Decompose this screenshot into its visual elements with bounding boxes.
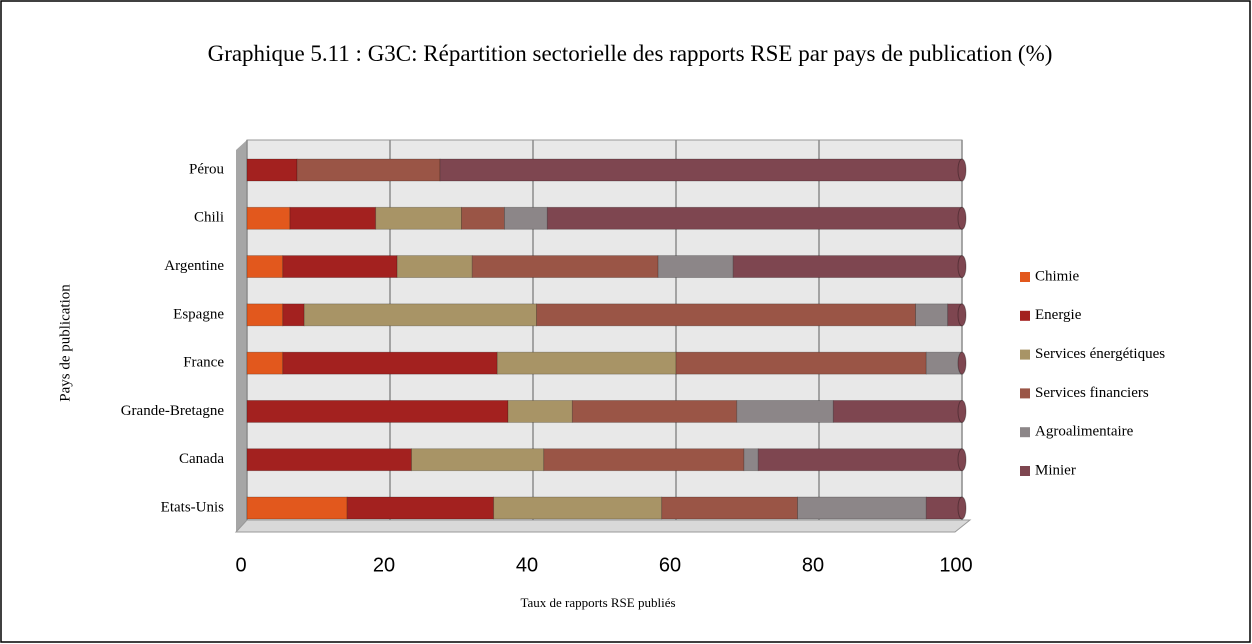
bar-segment xyxy=(303,303,537,327)
x-tick-label: 20 xyxy=(373,554,395,576)
bar-segment xyxy=(536,303,916,327)
legend-label: Chimie xyxy=(1035,268,1080,284)
y-tick-label: Chili xyxy=(194,210,224,226)
x-tick-label: 60 xyxy=(659,554,681,576)
bar-segment xyxy=(289,206,377,230)
bar-segment xyxy=(246,303,284,327)
bar-cap xyxy=(957,496,967,520)
x-axis-label: Taux de rapports RSE publiés xyxy=(520,595,675,610)
bar-segment xyxy=(675,351,927,375)
bar-segment xyxy=(743,448,759,472)
x-tick-label: 0 xyxy=(235,554,246,576)
bar-segment xyxy=(543,448,745,472)
y-tick-label: Pérou xyxy=(189,161,224,177)
legend-swatch xyxy=(1020,466,1030,476)
bar-segment xyxy=(925,496,963,520)
bar-segment xyxy=(797,496,927,520)
y-tick-label: Argentine xyxy=(164,258,224,274)
bar-segment xyxy=(925,351,963,375)
bar-segment xyxy=(282,255,398,278)
bar-segment xyxy=(246,448,412,472)
legend-swatch xyxy=(1020,427,1030,438)
bar-segment xyxy=(832,400,963,423)
bar-segment xyxy=(493,496,663,520)
x-tick-label: 40 xyxy=(516,554,538,576)
bar-segment xyxy=(246,351,284,375)
bar-segment xyxy=(346,496,495,520)
legend-label: Agroalimentaire xyxy=(1035,424,1134,440)
bar-segment xyxy=(411,448,545,472)
bar-segment xyxy=(282,351,498,375)
legend-swatch xyxy=(1020,272,1030,282)
bar-segment xyxy=(657,255,734,278)
bar-segment xyxy=(375,206,462,230)
x-tick-label: 100 xyxy=(939,554,972,576)
bar-segment xyxy=(661,496,798,520)
legend-label: Services financiers xyxy=(1035,385,1149,401)
x-tick-label: 80 xyxy=(802,554,824,576)
legend-swatch xyxy=(1020,310,1030,321)
y-tick-label: Canada xyxy=(179,451,224,467)
legend-swatch xyxy=(1020,388,1030,399)
bar-segment xyxy=(503,206,548,230)
legend-label: Energie xyxy=(1035,307,1082,323)
bar-segment xyxy=(496,351,677,375)
bar-segment xyxy=(571,400,738,423)
y-tick-label: Etats-Unis xyxy=(161,499,224,515)
bar-segment xyxy=(732,255,963,278)
bar-cap xyxy=(957,303,967,327)
y-tick-label: France xyxy=(183,355,224,371)
bar-segment xyxy=(439,158,963,182)
legend-swatch xyxy=(1020,349,1030,360)
y-axis-label: Pays de publication xyxy=(57,284,73,402)
y-tick-label: Grande-Bretagne xyxy=(121,403,225,419)
bar-segment xyxy=(471,255,659,278)
bar-cap xyxy=(957,158,967,182)
bar-cap xyxy=(957,351,967,375)
bar-cap xyxy=(957,255,967,279)
bar-segment xyxy=(507,400,573,423)
bar-segment xyxy=(396,255,473,278)
side-wall xyxy=(236,140,247,532)
bar-segment xyxy=(736,400,834,423)
bar-segment xyxy=(246,206,291,230)
bar-segment xyxy=(757,448,963,472)
bar-cap xyxy=(957,206,967,230)
bar-segment xyxy=(461,206,505,230)
bar-cap xyxy=(957,448,967,472)
bar-segment xyxy=(246,255,284,278)
bar-segment xyxy=(246,400,509,423)
y-tick-label: Espagne xyxy=(173,306,224,322)
bar-segment xyxy=(296,158,441,182)
bar-segment xyxy=(282,303,305,327)
floor xyxy=(234,519,972,533)
bar-segment xyxy=(546,206,963,230)
legend-label: Services énergétiques xyxy=(1035,346,1165,362)
chart-title: Graphique 5.11 : G3C: Répartition sector… xyxy=(207,41,1053,66)
bar-segment xyxy=(246,496,348,520)
bar-segment xyxy=(246,158,298,182)
bar-segment xyxy=(915,303,949,327)
legend-label: Minier xyxy=(1035,462,1076,478)
bar-cap xyxy=(957,399,967,423)
